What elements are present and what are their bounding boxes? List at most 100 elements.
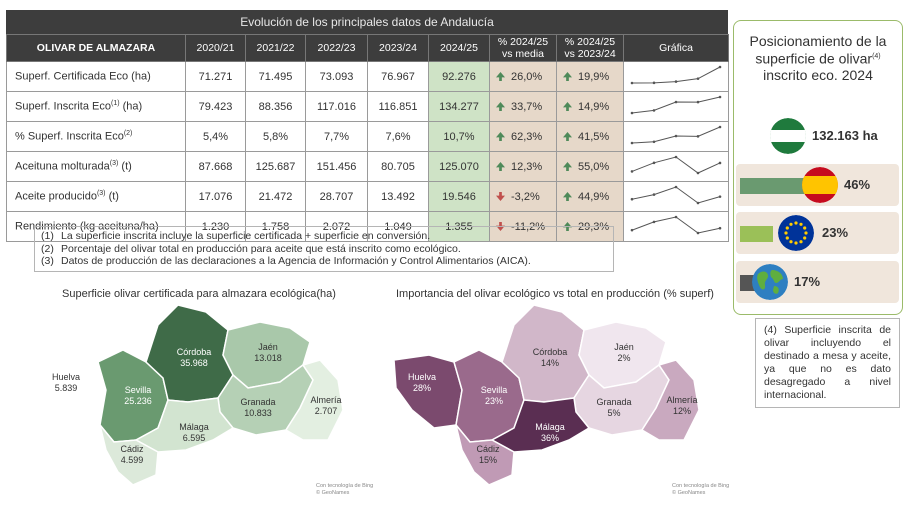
sparkline-point [652, 109, 656, 112]
pct-vs-prev-cell: 14,9% [556, 91, 624, 122]
rank-spain: 46% [736, 164, 899, 206]
value-cell: 87.668 [185, 151, 246, 182]
data-table-section: Evolución de los principales datos de An… [6, 10, 729, 242]
map1-title: Superficie olivar certificada para almaz… [62, 288, 336, 300]
header-cell: 2020/21 [185, 34, 246, 62]
sparkline [630, 65, 722, 85]
table-row: Superf. Certificada Eco (ha) 71.271 71.495… [6, 61, 729, 92]
region-value: 35.968 [180, 358, 208, 368]
row-label: Superf. Inscrita Eco(1) (ha) [6, 91, 186, 122]
region-value: 15% [479, 455, 497, 465]
panel-title: Posicionamiento de la superficie de oliv… [749, 33, 887, 83]
sparkline-point [630, 81, 634, 85]
sparkline [630, 215, 722, 235]
andalucia-flag-icon [770, 118, 806, 154]
sparkline-point [674, 134, 678, 138]
sparkline [630, 155, 722, 175]
value-cell: 134.277 [428, 91, 490, 122]
header-cell: % 2024/25 vs media [489, 34, 557, 62]
value-cell: 13.492 [367, 181, 429, 212]
sparkline-point [652, 140, 656, 144]
rank-andalucia: 132.163 ha [736, 115, 899, 157]
region-label: Cádiz [120, 444, 144, 454]
sparkline-line [631, 216, 721, 234]
pct-vs-prev-cell: 41,5% [556, 121, 624, 152]
region-value: 12% [673, 406, 691, 416]
region-label: Málaga [535, 422, 565, 432]
region-value: 5.839 [55, 383, 78, 393]
rank-value: 17% [794, 274, 821, 289]
sparkline-cell [623, 151, 729, 182]
sparkline-point [696, 135, 700, 138]
rank-bar [740, 226, 773, 242]
pct-vs-prev-cell: 19,9% [556, 61, 624, 92]
map1-credit: Con tecnología de Bing © GeoNames [316, 483, 374, 496]
header-cell: Gráfica [623, 34, 729, 62]
sparkline-point [652, 81, 656, 85]
rank-world: 17% [736, 261, 899, 303]
value-cell: 5,8% [245, 121, 306, 152]
sparkline-point [652, 193, 656, 196]
value-cell: 116.851 [367, 91, 429, 122]
table-row: % Superf. Inscrita Eco(2) 5,4% 5,8% 7,7% 7,6… [6, 121, 729, 152]
footnote: (3) Datos de producción de las declaracio… [41, 255, 531, 267]
region-label: Córdoba [533, 347, 568, 357]
sparkline-point [630, 111, 634, 115]
trend-up-icon [563, 101, 572, 111]
value-cell: 19.546 [428, 181, 490, 212]
sparkline-point [630, 170, 634, 173]
sparkline-cell [623, 181, 729, 212]
sparkline-point [674, 80, 678, 83]
sparkline-point [696, 77, 700, 80]
globe-icon [752, 264, 788, 300]
sparkline-point [718, 195, 722, 198]
trend-up-icon [563, 161, 572, 171]
sparkline-point [718, 226, 722, 230]
region-cadiz [455, 424, 515, 486]
sparkline [630, 185, 722, 205]
region-label: Jaén [614, 342, 634, 352]
sparkline [630, 95, 722, 115]
pct-vs-media-cell: 33,7% [489, 91, 557, 122]
region-label: Córdoba [177, 347, 212, 357]
value-cell: 21.472 [245, 181, 306, 212]
sparkline-point [674, 185, 678, 189]
value-cell: 7,6% [367, 121, 429, 152]
sparkline-cell [623, 91, 729, 122]
region-label: Huelva [52, 372, 80, 382]
value-cell: 73.093 [305, 61, 368, 92]
trend-up-icon [563, 71, 572, 81]
region-label: Cádiz [476, 444, 500, 454]
rank-value: 132.163 ha [812, 128, 878, 143]
region-value: 4.599 [121, 455, 144, 465]
sparkline-point [718, 65, 722, 69]
spain-flag-icon [802, 167, 838, 203]
sparkline-line [631, 96, 721, 114]
footnotes: (1) La superficie inscrita incluye la sup… [34, 226, 614, 272]
region-value: 5% [607, 408, 620, 418]
value-cell: 5,4% [185, 121, 246, 152]
region-label: Granada [240, 397, 275, 407]
header-cell: % 2024/25 vs 2023/24 [556, 34, 624, 62]
sparkline-point [652, 220, 656, 224]
sparkline-point [630, 228, 634, 232]
footnote-4: (4) Superficie inscrita de olivar incluy… [755, 318, 900, 408]
region-value: 28% [413, 383, 431, 393]
row-label: % Superf. Inscrita Eco(2) [6, 121, 186, 152]
region-label: Granada [596, 397, 631, 407]
row-label: Aceituna molturada(3) (t) [6, 151, 186, 182]
pct-vs-media-cell: 62,3% [489, 121, 557, 152]
value-cell: 92.276 [428, 61, 490, 92]
region-value: 10.833 [244, 408, 272, 418]
trend-up-icon [563, 191, 572, 201]
value-cell: 10,7% [428, 121, 490, 152]
region-almeria [284, 359, 344, 441]
pct-vs-media-cell: 12,3% [489, 151, 557, 182]
region-value: 2.707 [315, 406, 338, 416]
region-label: Jaén [258, 342, 278, 352]
eu-flag-icon [778, 215, 814, 251]
value-cell: 79.423 [185, 91, 246, 122]
region-value: 25.236 [124, 396, 152, 406]
rank-bar [740, 178, 807, 194]
